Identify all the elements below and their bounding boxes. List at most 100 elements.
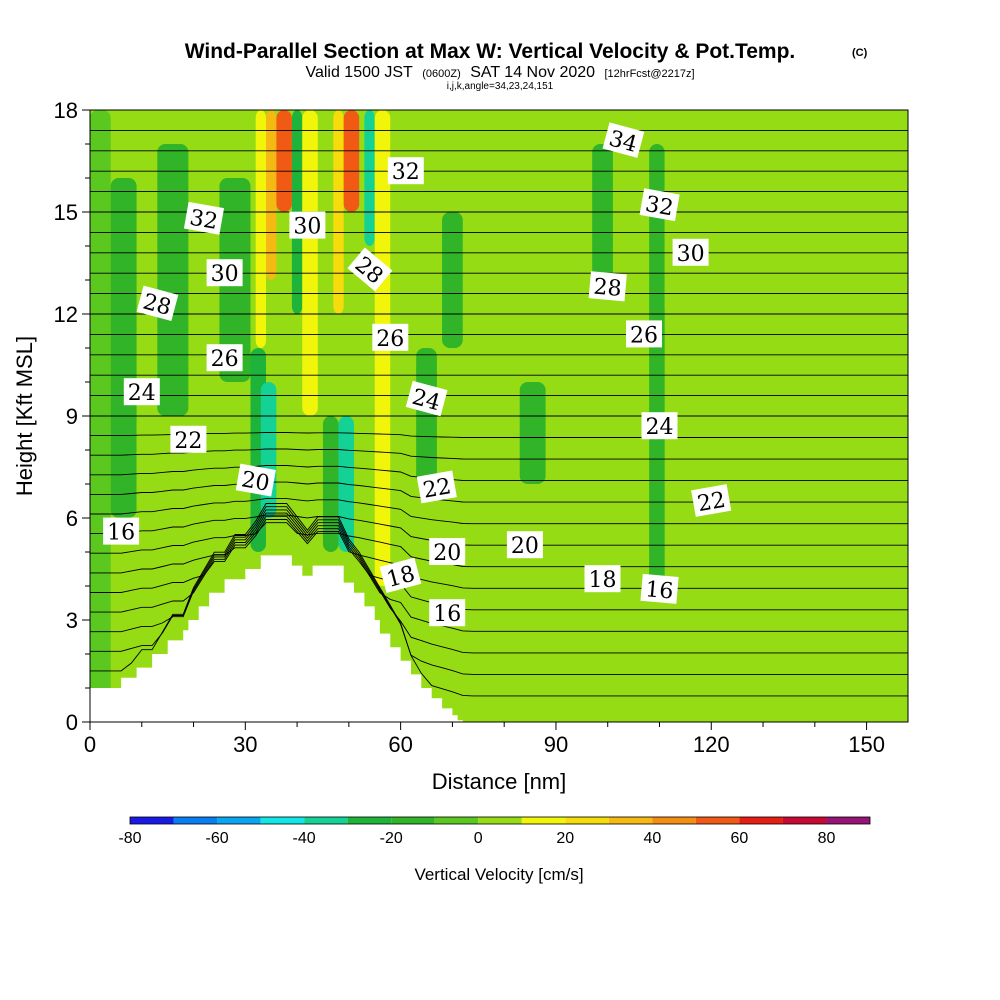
velocity-cell-21 (478, 110, 505, 586)
contour-label-bg (372, 323, 409, 351)
contour-label-1: 16 (429, 599, 466, 627)
contour-label-text: 24 (128, 381, 156, 406)
contour-label-text: 30 (211, 262, 239, 287)
x-tick-label: 30 (233, 732, 257, 757)
contour-label-8: 22 (170, 425, 207, 454)
velocity-cell-1 (110, 178, 137, 518)
isentrope-line (90, 515, 908, 611)
subtitle-date: SAT 14 Nov 2020 (470, 64, 595, 81)
contour-label-bg (506, 531, 543, 559)
contour-label-text: 22 (174, 429, 202, 454)
isentrope-line (90, 519, 908, 589)
isentrope-line (90, 512, 908, 632)
contour-label-bg (289, 211, 326, 239)
contour-label-21: 30 (289, 211, 326, 240)
contour-label-25: 32 (639, 188, 680, 222)
colorbar-segment (304, 817, 348, 824)
colorbar-segment (347, 817, 392, 824)
isentrope-lines (90, 129, 908, 697)
contour-label-bg (602, 122, 645, 158)
contour-label-text: 20 (511, 534, 539, 559)
colorbar-segment (565, 817, 609, 824)
isentrope-line (90, 465, 908, 482)
contour-label-text: 22 (421, 474, 453, 503)
grid-info: i,j,k,angle=34,23,24,151 (447, 81, 554, 92)
velocity-cell-22 (519, 382, 546, 484)
contour-label-bg (639, 188, 680, 222)
colorbar: -80 -60 -40 -20 0 20 40 60 80 (118, 816, 871, 847)
contour-label-text: 20 (239, 467, 271, 496)
y-tick-label: 9 (66, 404, 78, 429)
contour-label-text: 16 (433, 602, 461, 627)
colorbar-tick-label: 40 (643, 830, 661, 847)
contour-label-bg (584, 565, 621, 593)
contour-label-15: 26 (372, 323, 409, 352)
colorbar-segment (826, 817, 870, 824)
contour-label-text: 16 (644, 577, 674, 604)
colorbar-segment (652, 817, 696, 824)
velocity-cell-30 (840, 586, 908, 654)
colorbar-tick-label: 60 (731, 830, 749, 847)
contour-label-3: 18 (379, 557, 422, 594)
contour-label-14: 26 (206, 344, 243, 372)
contour-label-24: 32 (387, 157, 424, 185)
contour-label-10: 22 (691, 484, 732, 517)
contour-label-text: 30 (293, 215, 321, 240)
isentrope-line (90, 522, 908, 568)
x-tick-label: 150 (848, 732, 885, 757)
contour-label-bg (136, 285, 179, 322)
y-tick-label: 18 (54, 98, 78, 123)
isentrope-line (90, 503, 908, 697)
velocity-cell-16 (343, 110, 360, 212)
contour-label-text: 26 (630, 323, 658, 348)
isentrope-line (90, 514, 908, 546)
colorbar-segment (478, 817, 522, 824)
contour-label-text: 22 (696, 488, 728, 517)
colorbar-segment (608, 817, 653, 824)
isentrope-line (90, 506, 908, 675)
contour-label-bg (235, 463, 276, 497)
contour-label-text: 26 (211, 347, 239, 372)
contour-label-text: 20 (433, 541, 461, 566)
colorbar-tick-label: -20 (380, 830, 403, 847)
contour-label-7: 20 (506, 531, 543, 559)
colorbar-frame (129, 816, 871, 825)
velocity-cell-29 (607, 586, 732, 722)
velocity-cell-28 (731, 416, 789, 552)
colorbar-segment (739, 817, 783, 824)
contour-label-9: 22 (416, 470, 457, 504)
isentrope-line (90, 448, 908, 460)
x-tick-label: 120 (693, 732, 730, 757)
contour-label-16: 26 (626, 320, 662, 348)
contour-label-5: 20 (235, 463, 276, 497)
velocity-cell-7 (260, 382, 277, 518)
chart-subtitle: Valid 1500 JST (0600Z) SAT 14 Nov 2020 [… (305, 64, 694, 81)
subtitle-utc-time: (0600Z) (422, 68, 461, 80)
contour-label-bg (672, 238, 709, 266)
contour-label-bg (588, 271, 627, 302)
contour-label-text: 32 (188, 206, 220, 235)
velocity-cell-12 (302, 110, 318, 416)
y-tick-label: 6 (66, 506, 78, 531)
subtitle-forecast: [12hrFcst@2217z] (605, 68, 695, 80)
y-tick-label: 0 (66, 710, 78, 735)
contour-label-bg (206, 344, 243, 372)
contour-label-4: 18 (584, 565, 621, 593)
contour-label-bg (429, 538, 466, 565)
contour-label-text: 24 (646, 415, 674, 440)
contour-label-text: 18 (589, 568, 617, 593)
velocity-cell-8 (255, 110, 267, 348)
colorbar-segment (434, 817, 479, 824)
y-tick-label: 12 (54, 302, 78, 327)
colorbar-segment (521, 817, 566, 824)
isentrope-line (90, 481, 908, 503)
colorbar-tick-label: 80 (818, 830, 836, 847)
colorbar-tick-label: -80 (118, 830, 141, 847)
contour-label-bg (429, 599, 466, 627)
contour-label-22: 30 (672, 238, 709, 267)
colorbar-segment (173, 817, 218, 824)
colorbar-tick-label: 20 (556, 830, 574, 847)
contour-label-bg (123, 378, 160, 406)
